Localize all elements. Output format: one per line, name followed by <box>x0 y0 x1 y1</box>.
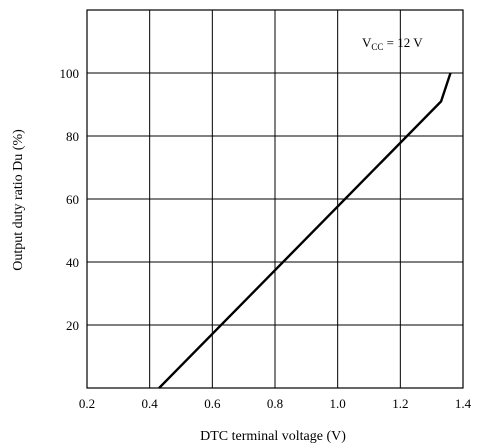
x-tick-label: 1.0 <box>330 396 346 411</box>
vcc-main: V <box>362 35 372 50</box>
y-tick-label: 20 <box>66 318 79 333</box>
y-tick-label: 80 <box>66 129 79 144</box>
vcc-subscript: CC <box>371 42 383 52</box>
plot-frame <box>86 9 464 389</box>
x-tick-label: 0.8 <box>267 396 283 411</box>
x-tick-label: 1.2 <box>392 396 408 411</box>
x-tick-label: 1.4 <box>455 396 472 411</box>
grid <box>86 10 464 388</box>
x-axis-label: DTC terminal voltage (V) <box>200 429 346 444</box>
y-axis-label: Output duty ratio Du (%) <box>11 129 26 271</box>
x-tick-label: 0.2 <box>79 396 95 411</box>
y-tick-labels: 20 40 60 80 100 <box>60 66 80 333</box>
vcc-value: = 12 V <box>383 35 423 50</box>
y-tick-label: 100 <box>60 66 80 81</box>
x-tick-label: 0.6 <box>204 396 221 411</box>
x-tick-label: 0.4 <box>142 396 159 411</box>
series-line <box>158 72 452 389</box>
x-tick-labels: 0.2 0.4 0.6 0.8 1.0 1.2 1.4 <box>79 396 472 411</box>
y-tick-label: 60 <box>66 192 79 207</box>
vcc-annotation: VCC = 12 V <box>362 35 423 52</box>
y-tick-label: 40 <box>66 255 79 270</box>
